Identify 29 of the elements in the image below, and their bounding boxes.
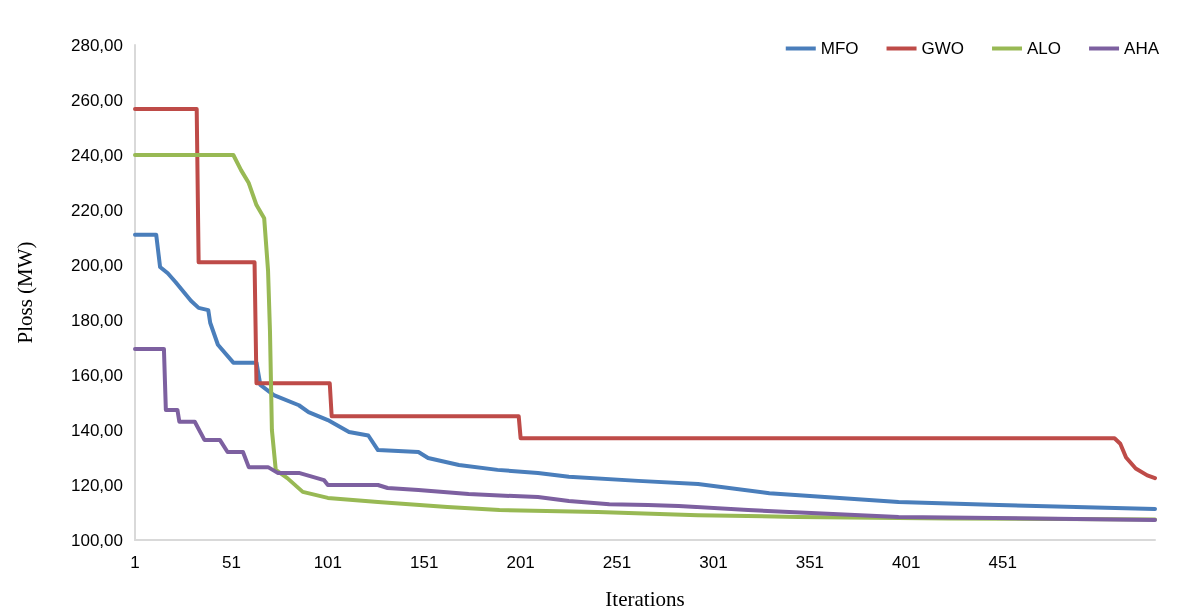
y-tick-label: 100,00 (71, 530, 123, 550)
line-series (133, 107, 1157, 481)
x-tick-label: 301 (699, 553, 728, 572)
legend-label: GWO (921, 39, 965, 58)
x-axis-title: Iterations (605, 586, 685, 611)
x-tick-label: 101 (313, 553, 342, 572)
y-tick-label: 120,00 (71, 475, 123, 495)
legend-label: MFO (820, 39, 859, 58)
y-tick-label: 140,00 (71, 420, 123, 440)
x-tick-label: 1 (130, 553, 140, 572)
y-tick-label: 280,00 (71, 35, 123, 55)
x-tick-label: 401 (892, 553, 921, 572)
legend-label: AHA (1124, 39, 1160, 58)
legend-label: ALO (1027, 39, 1062, 58)
y-tick-label: 180,00 (71, 310, 123, 330)
y-tick-label: 260,00 (71, 90, 123, 110)
y-tick-label: 160,00 (71, 365, 123, 385)
x-tick-label: 451 (988, 553, 1017, 572)
line-series (133, 232, 1157, 511)
y-tick-label: 240,00 (71, 145, 123, 165)
y-axis-title: Ploss (MW) (12, 241, 37, 344)
x-tick-label: 251 (602, 553, 632, 572)
y-tick-label: 220,00 (71, 200, 123, 220)
x-tick-label: 351 (795, 553, 825, 572)
x-tick-label: 201 (506, 553, 535, 572)
y-tick-label: 200,00 (71, 255, 123, 275)
x-tick-label: 151 (410, 553, 439, 572)
line-series (133, 346, 1157, 522)
x-tick-label: 51 (221, 553, 241, 572)
